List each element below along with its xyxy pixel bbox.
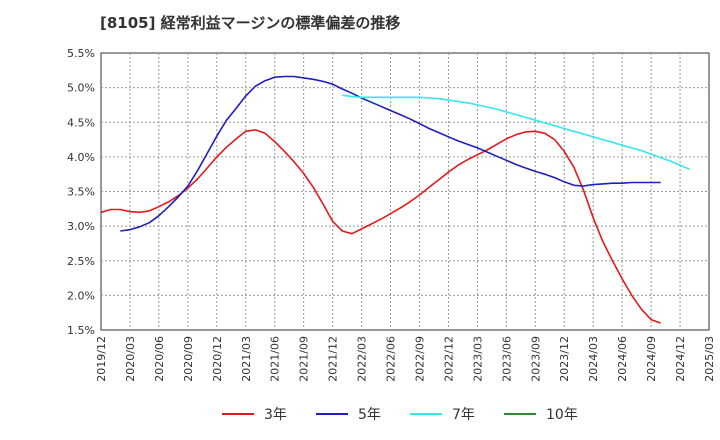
series-line-5年 xyxy=(120,75,661,232)
legend-label: 10年 xyxy=(546,407,578,423)
x-tick-label: 2025/03 xyxy=(703,336,716,382)
y-tick-label: 5.5% xyxy=(67,47,95,60)
x-tick-label: 2022/12 xyxy=(442,336,455,382)
x-tick-label: 2024/12 xyxy=(674,336,687,382)
x-tick-label: 2023/03 xyxy=(471,336,484,382)
series-line-3年 xyxy=(100,129,661,324)
x-tick-label: 2024/03 xyxy=(587,336,600,382)
y-tick-label: 2.5% xyxy=(67,255,95,268)
x-tick-label: 2023/12 xyxy=(558,336,571,382)
y-tick-label: 3.5% xyxy=(67,186,95,199)
chart-title: [8105] 経常利益マージンの標準偏差の推移 xyxy=(100,14,401,32)
x-tick-label: 2019/12 xyxy=(95,336,108,382)
y-tick-label: 1.5% xyxy=(67,324,95,337)
x-tick-label: 2020/06 xyxy=(153,336,166,382)
x-tick-label: 2020/12 xyxy=(211,336,224,382)
x-tick-label: 2021/03 xyxy=(240,336,253,382)
series-line-7年 xyxy=(342,94,691,171)
series-lines xyxy=(100,75,691,324)
x-tick-label: 2021/09 xyxy=(298,336,311,382)
y-tick-label: 2.0% xyxy=(67,289,95,302)
legend-label: 3年 xyxy=(264,407,287,423)
x-tick-label: 2022/03 xyxy=(356,336,369,382)
x-tick-label: 2023/06 xyxy=(500,336,513,382)
y-tick-label: 5.0% xyxy=(67,82,95,95)
y-tick-label: 4.5% xyxy=(67,116,95,129)
x-tick-label: 2023/09 xyxy=(529,336,542,382)
y-tick-label: 3.0% xyxy=(67,220,95,233)
grid-lines xyxy=(101,53,709,330)
y-tick-label: 4.0% xyxy=(67,151,95,164)
legend-label: 7年 xyxy=(452,407,475,423)
x-tick-label: 2024/09 xyxy=(645,336,658,382)
legend-label: 5年 xyxy=(358,407,381,423)
x-tick-label: 2020/09 xyxy=(182,336,195,382)
x-tick-label: 2022/09 xyxy=(413,336,426,382)
legend: 3年 5年 7年 10年 xyxy=(222,407,578,423)
x-axis-ticks: 2019/12 2020/03 2020/06 2020/09 2020/12 2021/… xyxy=(95,336,716,382)
x-tick-label: 2021/12 xyxy=(327,336,340,382)
x-tick-label: 2022/06 xyxy=(385,336,398,382)
x-tick-label: 2020/03 xyxy=(124,336,137,382)
y-axis-ticks: 5.5% 5.0% 4.5% 4.0% 3.5% 3.0% 2.5% 2.0% 1.5% xyxy=(67,47,95,337)
x-tick-label: 2021/06 xyxy=(269,336,282,382)
x-tick-label: 2024/06 xyxy=(616,336,629,382)
